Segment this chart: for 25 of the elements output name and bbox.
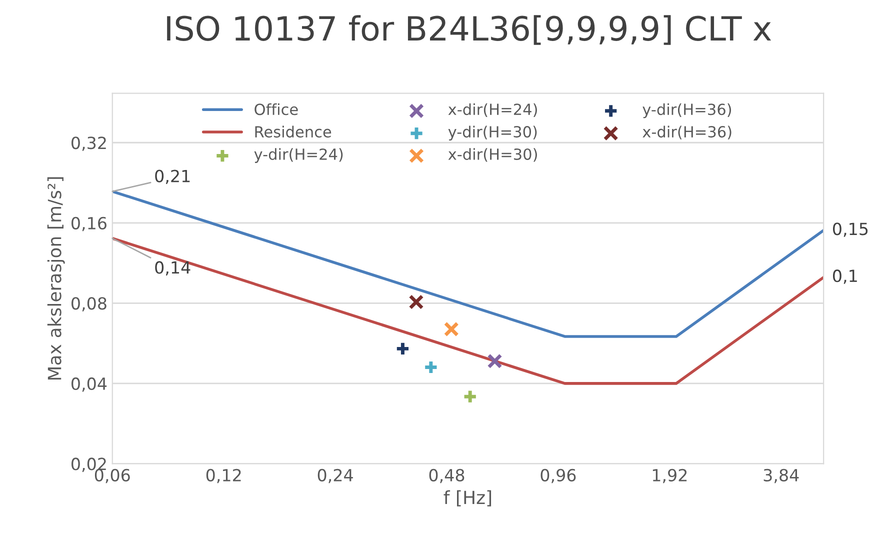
y-axis-title: Max akslerasjon [m/s²] (47, 177, 65, 380)
data-label: 0,14 (155, 261, 190, 276)
x-tick-label: 0,12 (206, 468, 241, 484)
legend-label: y-dir(H=36) (642, 103, 731, 118)
chart-title: ISO 10137 for B24L36[9,9,9,9] CLT x (167, 15, 772, 45)
y-tick-label: 0,04 (72, 377, 107, 392)
legend-label: y-dir(H=30) (448, 126, 537, 141)
data-label: 0,21 (155, 170, 190, 184)
legend-label: x-dir(H=36) (642, 126, 732, 140)
x-tick-label: 1,92 (652, 468, 687, 484)
data-label: 0,15 (832, 222, 868, 237)
legend-label: Residence (255, 126, 332, 138)
x-tick-label: 0,24 (318, 468, 353, 484)
x-tick-label: 0,48 (429, 468, 464, 484)
legend-label: y-dir(H=24) (254, 148, 343, 163)
x-tick-label: 3,84 (764, 468, 799, 484)
y-tick-label: 0,08 (72, 297, 106, 312)
y-tick-label: 0,32 (72, 136, 106, 151)
legend-label: x-dir(H=30) (448, 148, 537, 162)
x-axis-title: f [Hz] (444, 490, 492, 506)
data-label: 0,1 (832, 270, 857, 284)
legend-label: Office (254, 103, 298, 116)
y-tick-label: 0,16 (72, 216, 106, 232)
x-tick-label: 0,96 (540, 468, 576, 484)
legend-label: x-dir(H=24) (448, 103, 537, 117)
